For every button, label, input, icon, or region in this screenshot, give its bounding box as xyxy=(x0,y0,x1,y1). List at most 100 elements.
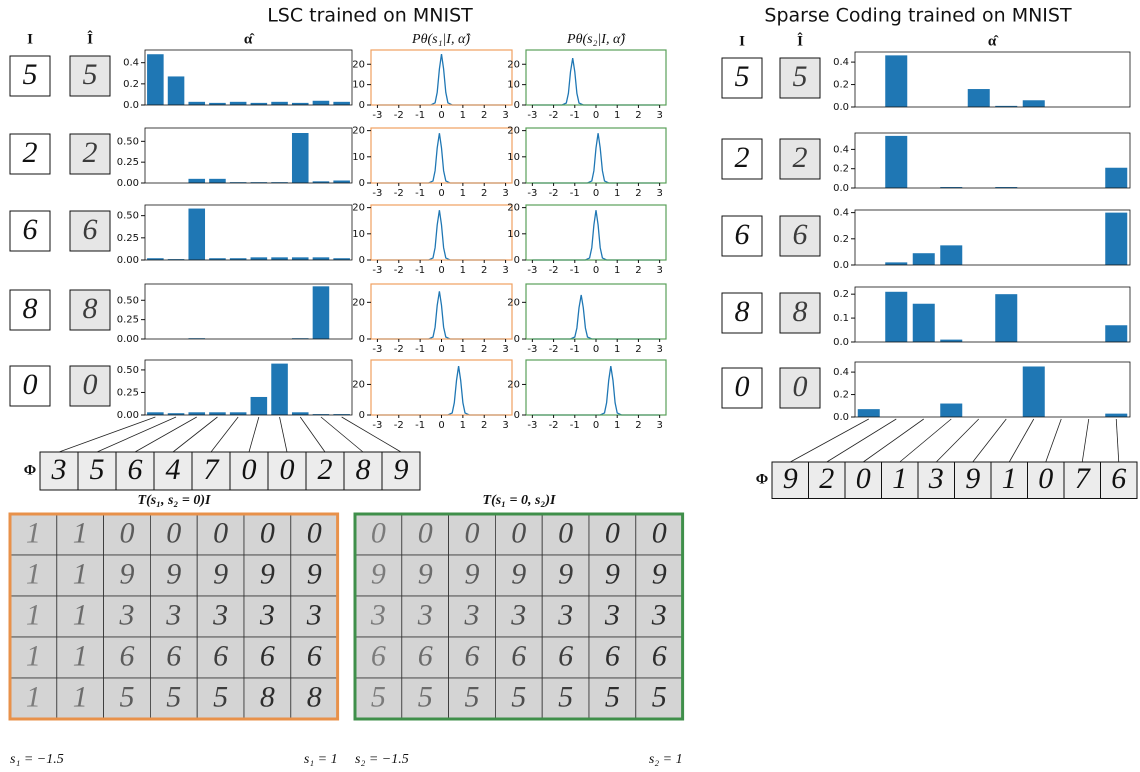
y-tick-label: 0 xyxy=(359,255,365,266)
bar xyxy=(312,181,330,183)
grid-digit: 9 xyxy=(213,557,228,590)
connector xyxy=(210,416,239,453)
grid-cell xyxy=(635,513,683,556)
y-tick-label: 20 xyxy=(352,126,365,137)
bar xyxy=(885,135,908,188)
y-tick-label: 0.2 xyxy=(833,234,849,245)
x-tick-label: 2 xyxy=(481,420,487,431)
grid-digit: 8 xyxy=(307,680,322,713)
x-tick-label: 0 xyxy=(593,265,599,276)
grid-cell xyxy=(541,554,590,597)
grid-cell xyxy=(588,513,637,556)
grid-max-label: s₁ = 1 xyxy=(304,752,338,767)
grid-digit: 6 xyxy=(605,639,620,672)
grid-digit: 5 xyxy=(120,680,135,713)
phi-digit: 3 xyxy=(51,453,67,486)
grid-digit: 6 xyxy=(213,639,228,672)
grid-digit: 9 xyxy=(605,557,620,590)
grid-digit: 1 xyxy=(73,639,88,672)
phi-digit: 0 xyxy=(856,462,871,495)
phi-digit: 0 xyxy=(242,453,257,486)
connector xyxy=(96,416,177,453)
y-tick-label: 0.50 xyxy=(117,365,139,376)
recon-digit: 6 xyxy=(793,218,808,251)
grid-digit: 3 xyxy=(212,598,228,631)
grid-digit: 0 xyxy=(418,516,433,549)
bar xyxy=(229,101,247,105)
phi-digit: 0 xyxy=(280,453,295,486)
recon-digit-frame xyxy=(779,292,821,334)
bar xyxy=(250,182,268,183)
x-tick-label: -3 xyxy=(372,344,382,355)
grid-cell xyxy=(243,636,292,679)
phi-digit: 6 xyxy=(1111,462,1126,495)
grid-digit: 1 xyxy=(73,557,88,590)
axes-frame xyxy=(854,361,1131,418)
y-tick-label: 0 xyxy=(514,255,520,266)
lsc-title: LSC trained on MNIST xyxy=(267,5,473,27)
axes-frame xyxy=(525,283,667,340)
bar xyxy=(312,100,330,105)
grid-cell xyxy=(290,636,338,679)
grid-digit: 0 xyxy=(558,516,573,549)
y-tick-label: 0.2 xyxy=(833,164,849,175)
grid-cell xyxy=(196,513,245,556)
bar xyxy=(250,396,268,415)
input-digit-frame xyxy=(721,57,763,99)
x-tick-label: 0 xyxy=(438,344,444,355)
x-tick-label: -1 xyxy=(570,344,580,355)
x-tick-label: 3 xyxy=(502,344,508,355)
grid-cell xyxy=(290,677,338,720)
x-tick-label: 2 xyxy=(481,344,487,355)
grid-cell xyxy=(243,554,292,597)
grid-title: T(s₁, s₂ = 0)I xyxy=(138,493,212,508)
bar xyxy=(1022,366,1045,417)
grid-digit: 0 xyxy=(213,516,228,549)
bar xyxy=(271,101,288,105)
x-tick-label: 2 xyxy=(635,265,641,276)
phi-digit: 9 xyxy=(394,453,409,486)
y-tick-label: 0.00 xyxy=(117,334,139,345)
grid-cell xyxy=(354,554,403,597)
phi-digit-frame xyxy=(1027,461,1065,499)
grid-cell xyxy=(401,636,449,679)
grid-digit: 3 xyxy=(510,598,526,631)
axes-frame xyxy=(144,204,353,261)
recon-digit-frame xyxy=(69,210,111,252)
x-tick-label: 1 xyxy=(614,188,620,199)
bar xyxy=(271,363,288,415)
bar xyxy=(912,303,935,342)
grid-digit: 3 xyxy=(119,598,135,631)
recon-digit: 8 xyxy=(83,292,98,325)
grid-digit: 1 xyxy=(26,557,41,590)
y-tick-label: 0 xyxy=(359,100,365,111)
bar xyxy=(291,102,309,105)
axes-frame xyxy=(144,283,353,340)
grid-cell xyxy=(103,636,151,679)
phi-digit-frame xyxy=(1100,461,1138,499)
x-tick-label: 0 xyxy=(593,344,599,355)
grid-digit: 9 xyxy=(260,557,275,590)
grid-digit: 0 xyxy=(605,516,620,549)
recon-digit: 5 xyxy=(793,60,808,93)
bar xyxy=(209,102,226,105)
y-tick-label: 10 xyxy=(352,152,365,163)
bar xyxy=(885,291,908,342)
recon-digit-frame xyxy=(69,365,111,407)
grid-cell xyxy=(9,636,58,679)
x-tick-label: -1 xyxy=(415,420,425,431)
connector xyxy=(58,416,156,453)
recon-digit-frame xyxy=(69,133,111,175)
grid-cell xyxy=(541,595,590,638)
phi-digit-frame xyxy=(917,461,955,499)
bar xyxy=(250,102,268,105)
connector xyxy=(1115,418,1120,463)
bar xyxy=(995,294,1018,342)
y-tick-label: 0.4 xyxy=(833,144,849,155)
bar xyxy=(940,187,963,188)
y-tick-label: 0.50 xyxy=(117,295,139,306)
header: Pθ(s₂|I, α̂) xyxy=(566,32,626,47)
bar xyxy=(967,89,990,107)
bar xyxy=(1105,413,1128,417)
